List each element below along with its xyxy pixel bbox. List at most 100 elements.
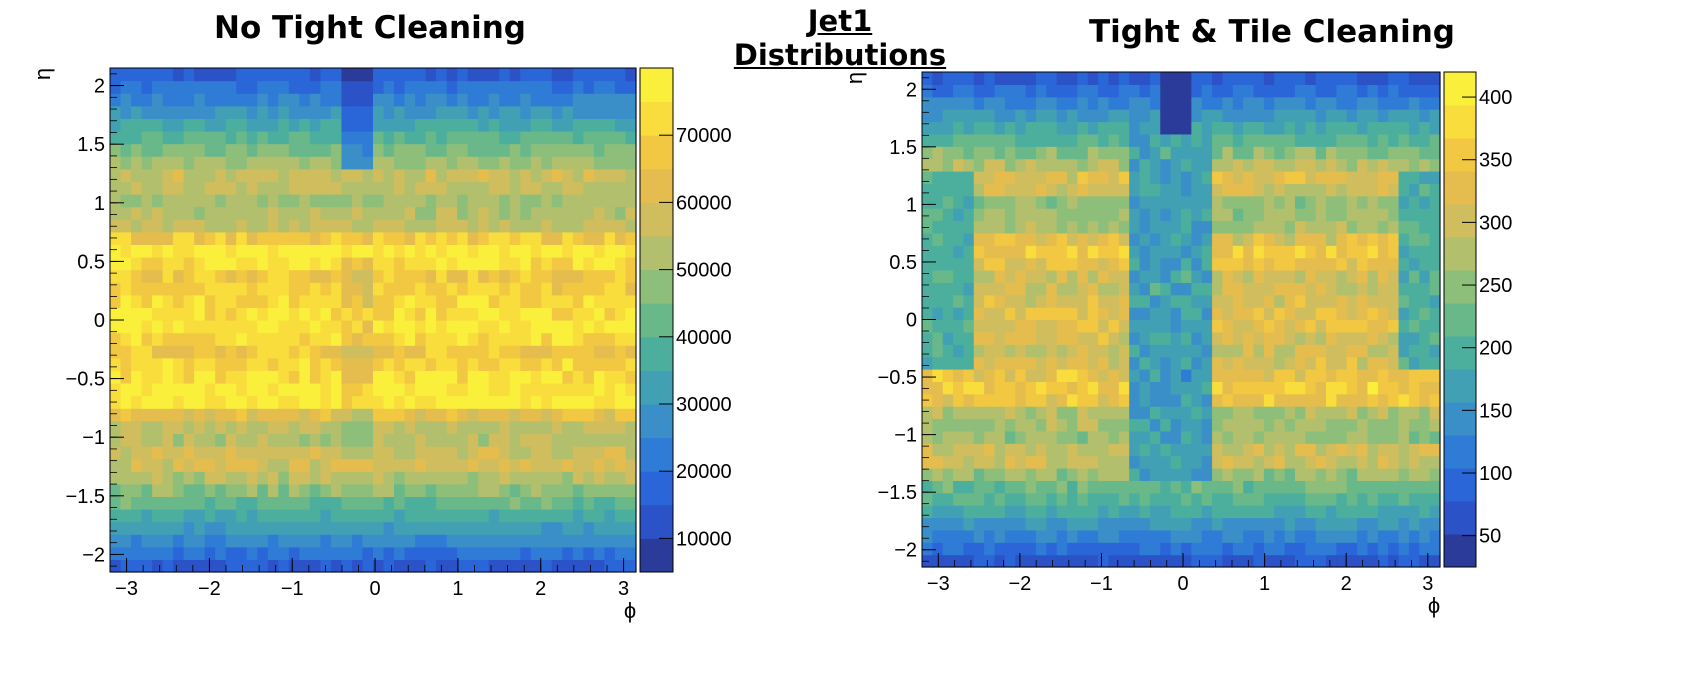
heatmap-cell [246,294,258,308]
heatmap-cell [562,483,574,497]
heatmap-cell [942,529,954,543]
heatmap-cell [572,257,584,271]
heatmap-cell [162,458,174,472]
heatmap-cell [1232,455,1244,469]
heatmap-cell [1139,109,1151,123]
heatmap-cell [215,168,227,182]
heatmap-cell [488,370,500,384]
heatmap-cell [404,483,416,497]
heatmap-cell [404,559,416,573]
colorbar-tick-label: 100 [1479,463,1512,485]
heatmap-cell [1367,84,1379,98]
heatmap-cell [1201,542,1213,556]
heatmap-cell [173,118,185,132]
heatmap-cell [1025,455,1037,469]
heatmap-cell [530,521,542,535]
heatmap-cell [299,231,311,245]
heatmap-cell [436,546,448,560]
heatmap-cell [1098,84,1110,98]
heatmap-cell [1149,430,1161,444]
heatmap-cell [604,332,616,346]
heatmap-cell [1025,208,1037,222]
heatmap-cell [520,471,532,485]
heatmap-cell [351,471,364,485]
heatmap-cell [932,406,944,420]
heatmap-cell [257,509,269,523]
heatmap-cell [593,68,606,82]
heatmap-cell [362,370,374,384]
heatmap-cell [1388,468,1400,481]
heatmap-cell [1212,455,1224,469]
heatmap-cell [1419,381,1431,395]
heatmap-cell [288,93,300,107]
heatmap-cell [141,521,153,535]
heatmap-cell [362,534,374,548]
heatmap-cell [562,118,574,132]
heatmap-cell [383,357,395,371]
heatmap-cell [583,546,595,560]
heatmap-cell [1004,517,1016,531]
heatmap-cell [436,458,448,472]
heatmap-cell [1388,517,1400,531]
heatmap-cell [604,143,616,157]
x-tick-label: −3 [927,573,950,595]
heatmap-cell [1077,319,1089,333]
heatmap-cell [1388,245,1400,259]
heatmap-cell [1294,455,1306,469]
heatmap-cell [1243,270,1255,283]
heatmap-cell [373,433,385,447]
heatmap-cell [562,257,574,271]
heatmap-cell [1191,232,1203,246]
heatmap-cell [963,492,975,506]
heatmap-cell [1367,158,1379,172]
heatmap-cell [110,471,122,485]
heatmap-cell [499,320,511,334]
heatmap-cell [141,244,153,258]
heatmap-cell [1315,480,1327,494]
heatmap-cell [1253,208,1265,222]
heatmap-cell [1004,183,1016,197]
heatmap-cell [1377,468,1389,481]
heatmap-cell [1419,245,1431,259]
heatmap-cell [1263,84,1275,98]
heatmap-cell [351,521,364,535]
heatmap-cell [162,93,174,107]
heatmap-cell [394,307,406,321]
heatmap-cell [446,269,458,283]
heatmap-cell [1098,369,1110,382]
heatmap-cell [467,483,479,497]
heatmap-cell [1377,146,1389,160]
heatmap-cell [1408,245,1420,259]
heatmap-cell [1367,369,1379,382]
heatmap-cell [1201,171,1213,184]
heatmap-cell [309,257,321,271]
heatmap-cell [278,345,290,359]
heatmap-cell [1087,282,1099,296]
heatmap-cell [922,468,933,481]
heatmap-cell [994,282,1006,296]
heatmap-cell [1077,430,1089,444]
heatmap-cell [320,370,332,384]
heatmap-cell [341,143,353,157]
heatmap-cell [984,356,996,370]
heatmap-cell [1388,84,1400,98]
heatmap-cell [541,244,553,258]
heatmap-cell [1377,307,1389,321]
heatmap-cell [194,471,206,485]
heatmap-cell [625,194,637,208]
heatmap-cell [415,219,427,233]
heatmap-cell [530,546,542,560]
heatmap-cell [1408,183,1420,197]
heatmap-cell [1015,158,1027,172]
heatmap-cell [1035,455,1047,469]
heatmap-cell [1294,480,1306,494]
heatmap-cell [467,244,479,258]
heatmap-cell [1139,146,1151,160]
heatmap-cell [204,168,216,182]
heatmap-cell [994,331,1006,345]
heatmap-cell [625,93,637,107]
heatmap-cell [204,194,216,208]
heatmap-cell [530,168,542,182]
heatmap-cell [436,307,448,321]
heatmap-cell [1357,245,1369,259]
